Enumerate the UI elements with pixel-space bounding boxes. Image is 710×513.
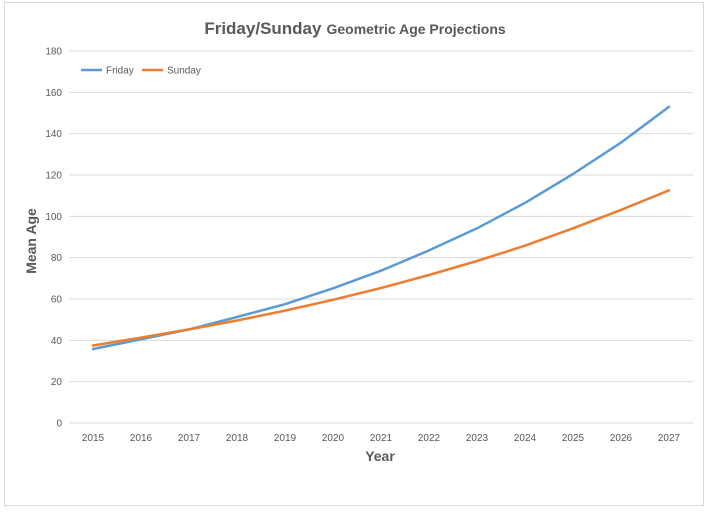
- x-tick-label: 2015: [82, 433, 105, 444]
- x-tick-label: 2020: [322, 433, 345, 444]
- chart-subtitle: Geometric Age Projections: [326, 21, 505, 37]
- x-tick-label: 2021: [370, 433, 393, 444]
- x-tick-label: 2026: [610, 433, 633, 444]
- x-tick-label: 2018: [226, 433, 249, 444]
- gridlines: [69, 50, 693, 424]
- x-tick-label: 2022: [418, 433, 441, 444]
- y-axis-title: Mean Age: [23, 208, 39, 274]
- x-tick-label: 2025: [562, 433, 585, 444]
- y-tick-label: 140: [45, 129, 62, 140]
- x-axis-title: Year: [365, 448, 395, 464]
- legend: Friday Sunday: [81, 66, 201, 77]
- chart-title: Friday/Sunday Geometric Age Projections: [204, 19, 506, 38]
- x-tick-label: 2023: [466, 433, 489, 444]
- x-tick-label: 2017: [178, 433, 201, 444]
- legend-label-sunday: Sunday: [167, 66, 201, 77]
- y-tick-label: 0: [56, 419, 62, 430]
- y-tick-label: 40: [51, 336, 63, 347]
- y-tick-label: 160: [45, 88, 62, 99]
- chart-title-main: Friday/Sunday: [204, 19, 322, 38]
- y-tick-label: 100: [45, 212, 62, 223]
- x-tick-label: 2024: [514, 433, 537, 444]
- x-axis-ticks: 2015 2016 2017 2018 2019 2020 2021 2022 2023 2024…: [82, 433, 681, 444]
- legend-label-friday: Friday: [106, 66, 134, 77]
- x-tick-label: 2027: [658, 433, 681, 444]
- x-tick-label: 2016: [130, 433, 153, 444]
- y-tick-label: 80: [51, 253, 63, 264]
- line-chart: Friday/Sunday Geometric Age Projections 0…: [23, 19, 693, 464]
- x-tick-label: 2019: [274, 433, 297, 444]
- series-lines: [91, 105, 671, 351]
- chart-frame: Friday/Sunday Geometric Age Projections 0…: [4, 2, 704, 506]
- y-tick-label: 60: [51, 295, 63, 306]
- y-tick-label: 180: [45, 47, 62, 58]
- y-axis-ticks: 0 20 40 60 80 100 120 140 160 180: [45, 47, 62, 430]
- y-tick-label: 120: [45, 171, 62, 182]
- series-line-friday: [91, 105, 671, 351]
- series-line-sunday: [91, 189, 671, 347]
- y-tick-label: 20: [51, 377, 63, 388]
